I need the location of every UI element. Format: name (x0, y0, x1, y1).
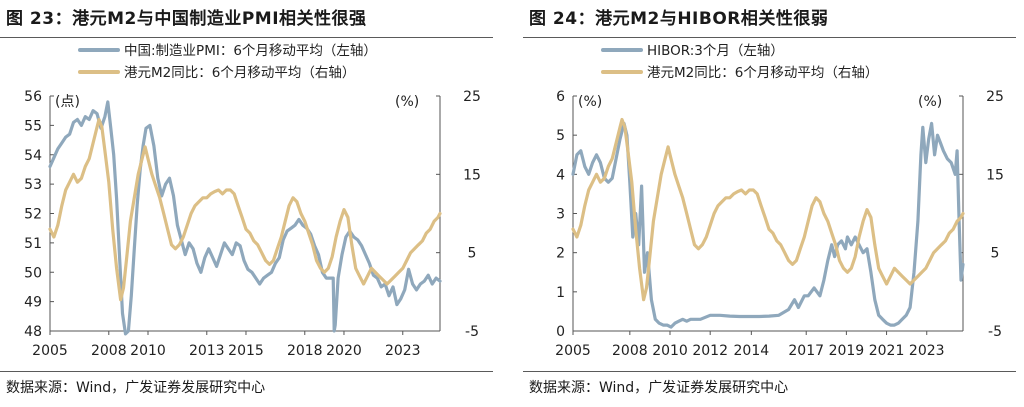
series-line-blue (571, 121, 965, 329)
x-tick-label: 2018 (287, 343, 323, 359)
left-tick-label: 55 (24, 118, 42, 134)
right-unit-label: (%) (918, 94, 942, 110)
series-line-gold (48, 117, 442, 302)
figure-24-title: 图 24：港元M2与HIBOR相关性很弱 (529, 9, 829, 29)
left-tick-label: 51 (24, 236, 42, 252)
legend-label-gold: 港元M2同比：6个月移动平均（右轴） (647, 65, 878, 81)
x-tick-label: 2005 (32, 343, 68, 359)
left-tick-label: 53 (24, 177, 42, 193)
left-tick-label: 50 (24, 265, 42, 281)
legend-label-gold: 港元M2同比：6个月移动平均（右轴） (124, 65, 355, 81)
figure-23-title: 图 23：港元M2与中国制造业PMI相关性很强 (6, 9, 367, 29)
figure-23-bottom-rule (0, 371, 493, 372)
left-tick-label: 5 (556, 128, 565, 144)
x-tick-label: 2015 (228, 343, 264, 359)
series-line-gold (571, 117, 965, 302)
x-tick-label: 2019 (829, 343, 865, 359)
x-tick-label: 2010 (130, 343, 166, 359)
figure-24-source: 数据来源：Wind，广发证券发展研究中心 (529, 380, 789, 396)
figure-24-top-rule (523, 37, 1016, 38)
x-tick-label: 2013 (189, 343, 225, 359)
left-tick-label: 2 (556, 246, 565, 262)
x-tick-label: 2017 (788, 343, 824, 359)
right-tick-label: 5 (468, 246, 477, 262)
x-tick-label: 2014 (734, 343, 770, 359)
series-line-blue (48, 100, 442, 336)
x-tick-label: 2008 (91, 343, 127, 359)
left-tick-label: 0 (556, 324, 565, 340)
left-tick-label: 3 (556, 207, 565, 223)
x-tick-label: 2023 (909, 343, 945, 359)
right-unit-label: (%) (395, 94, 419, 110)
legend-label-blue: HIBOR:3个月（左轴） (647, 43, 784, 59)
right-tick-label: -5 (465, 324, 479, 340)
figure-23-source: 数据来源：Wind，广发证券发展研究中心 (6, 380, 266, 396)
figure-24-chart: 0 1 2 3 4 5 6 -5 5 15 25 2005 2008 2010 2012 2014 2017 20… (555, 43, 1004, 359)
figure-24-panel: 图 24：港元M2与HIBOR相关性很弱 0 1 2 3 4 5 6 -5 5 15 25 2005 2… (523, 0, 1023, 407)
left-tick-label: 54 (24, 148, 42, 164)
figure-23-panel: 图 23：港元M2与中国制造业PMI相关性很强 48 49 50 51 52 53 54 55… (0, 0, 500, 407)
figure-23-chart: 48 49 50 51 52 53 54 55 56 -5 5 15 25 2005 2008 2010 201… (24, 43, 481, 359)
right-tick-label: 15 (463, 167, 481, 183)
legend-label-blue: 中国:制造业PMI：6个月移动平均（左轴） (124, 43, 377, 59)
x-tick-label: 2008 (612, 343, 648, 359)
left-unit-label: (%) (578, 94, 602, 110)
right-tick-label: -5 (988, 324, 1002, 340)
x-tick-label: 2005 (555, 343, 591, 359)
right-tick-label: 25 (463, 89, 481, 105)
left-tick-label: 4 (556, 167, 565, 183)
left-tick-label: 1 (556, 285, 565, 301)
left-tick-label: 6 (556, 89, 565, 105)
x-tick-label: 2020 (326, 343, 362, 359)
left-tick-label: 52 (24, 207, 42, 223)
figure-24-bottom-rule (523, 371, 1016, 372)
left-tick-label: 49 (24, 295, 42, 311)
left-tick-label: 56 (24, 89, 42, 105)
left-unit-label: (点) (55, 94, 80, 110)
x-tick-label: 2021 (869, 343, 905, 359)
x-tick-label: 2023 (385, 343, 421, 359)
right-tick-label: 15 (986, 167, 1004, 183)
left-tick-label: 48 (24, 324, 42, 340)
figure-23-top-rule (0, 37, 493, 38)
x-tick-label: 2012 (692, 343, 728, 359)
right-tick-label: 25 (986, 89, 1004, 105)
right-tick-label: 5 (991, 246, 1000, 262)
x-tick-label: 2010 (652, 343, 688, 359)
